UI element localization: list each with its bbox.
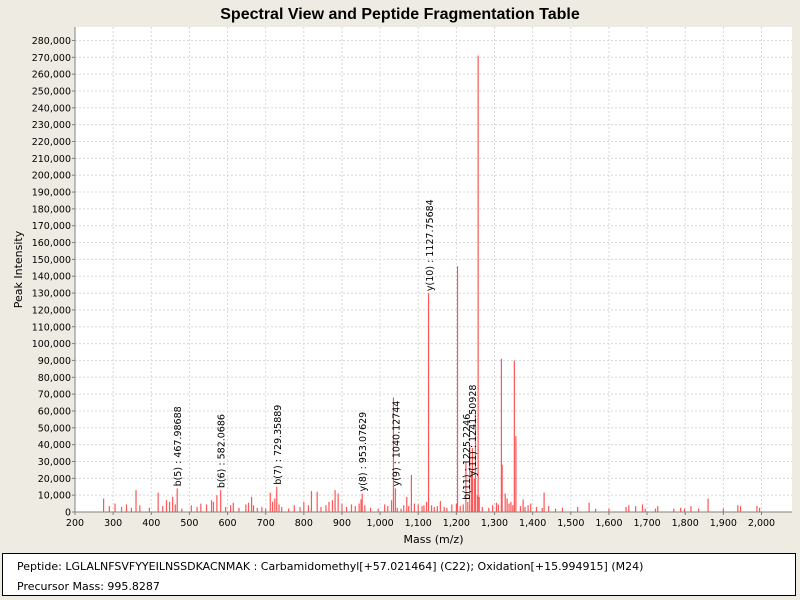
- peptide-info-panel: Peptide: LGLALNFSVFYYEILNSSDKACNMAK : Ca…: [2, 553, 796, 596]
- fragment-annotation: y(10) : 1127.75684: [425, 199, 436, 291]
- x-tick-label: 1,200: [443, 518, 470, 529]
- x-tick-label: 700: [257, 518, 275, 529]
- fragment-annotation: b(5) : 467.98688: [173, 406, 184, 486]
- fragment-annotation: b(11) : 1225.2246: [462, 414, 473, 500]
- y-tick-label: 240,000: [32, 103, 71, 114]
- y-tick-label: 150,000: [32, 255, 71, 266]
- y-tick-label: 60,000: [38, 406, 71, 417]
- fragment-annotation: y(8) : 953.07629: [358, 412, 369, 492]
- y-tick-label: 10,000: [38, 491, 71, 502]
- y-tick-label: 90,000: [38, 356, 71, 367]
- x-tick-label: 1,000: [367, 518, 394, 529]
- y-tick-label: 40,000: [38, 440, 71, 451]
- x-tick-label: 900: [333, 518, 351, 529]
- y-axis-label: Peak Intensity: [12, 230, 25, 308]
- fragment-annotations: b(5) : 467.98688 b(6) : 582.0686 b(7) : 72…: [173, 199, 479, 500]
- y-tick-label: 250,000: [32, 86, 71, 97]
- y-tick-label: 200,000: [32, 171, 71, 182]
- x-tick-label: 1,600: [595, 518, 622, 529]
- y-tick-label: 130,000: [32, 289, 71, 300]
- x-tick-label: 1,800: [672, 518, 699, 529]
- y-tick-label: 120,000: [32, 305, 71, 316]
- y-tick-label: 270,000: [32, 53, 71, 64]
- y-tick-label: 80,000: [38, 373, 71, 384]
- y-tick-label: 190,000: [32, 188, 71, 199]
- x-axis-ticks: 200 300 400 500 600 700 800 900 1,000 1,100 1,200 1…: [66, 512, 775, 529]
- chart-title: Spectral View and Peptide Fragmentation …: [220, 6, 580, 23]
- fragment-annotation: y(9) : 1040.12744: [391, 401, 402, 487]
- x-tick-label: 200: [66, 518, 84, 529]
- y-tick-label: 100,000: [32, 339, 71, 350]
- y-tick-label: 160,000: [32, 238, 71, 249]
- y-axis-ticks: 0 10,000 20,000 30,000 40,000 50,000 60,000 70,…: [32, 36, 75, 519]
- x-tick-label: 300: [104, 518, 122, 529]
- y-tick-label: 210,000: [32, 154, 71, 165]
- x-tick-label: 1,500: [557, 518, 584, 529]
- y-tick-label: 260,000: [32, 70, 71, 81]
- x-tick-label: 400: [142, 518, 160, 529]
- y-tick-label: 230,000: [32, 120, 71, 131]
- y-tick-label: 20,000: [38, 474, 71, 485]
- y-tick-label: 30,000: [38, 457, 71, 468]
- peptide-text: Peptide: LGLALNFSVFYYEILNSSDKACNMAK : Ca…: [17, 560, 644, 573]
- y-tick-label: 140,000: [32, 272, 71, 283]
- fragment-annotation: y(11) : 1241.50928: [468, 385, 479, 477]
- x-tick-label: 1,300: [481, 518, 508, 529]
- fragment-annotation: b(7) : 729.35889: [273, 405, 284, 485]
- x-tick-label: 1,700: [633, 518, 660, 529]
- x-tick-label: 1,100: [405, 518, 432, 529]
- y-tick-label: 280,000: [32, 36, 71, 47]
- y-tick-label: 220,000: [32, 137, 71, 148]
- x-tick-label: 500: [180, 518, 198, 529]
- x-tick-label: 2,000: [748, 518, 775, 529]
- y-tick-label: 110,000: [32, 322, 71, 333]
- spectrum-chart: Spectral View and Peptide Fragmentation …: [12, 6, 792, 546]
- precursor-mass-text: Precursor Mass: 995.8287: [17, 580, 160, 593]
- grid-lines: [74, 27, 792, 513]
- x-tick-label: 800: [295, 518, 313, 529]
- fragment-annotation: b(6) : 582.0686: [217, 414, 228, 488]
- peaks: [103, 55, 761, 512]
- x-tick-label: 1,900: [710, 518, 737, 529]
- x-tick-label: 600: [218, 518, 236, 529]
- y-tick-label: 170,000: [32, 221, 71, 232]
- y-tick-label: 50,000: [38, 423, 71, 434]
- x-axis-label: Mass (m/z): [404, 533, 464, 546]
- y-tick-label: 0: [65, 508, 71, 519]
- x-tick-label: 1,400: [519, 518, 546, 529]
- y-tick-label: 70,000: [38, 390, 71, 401]
- y-tick-label: 180,000: [32, 204, 71, 215]
